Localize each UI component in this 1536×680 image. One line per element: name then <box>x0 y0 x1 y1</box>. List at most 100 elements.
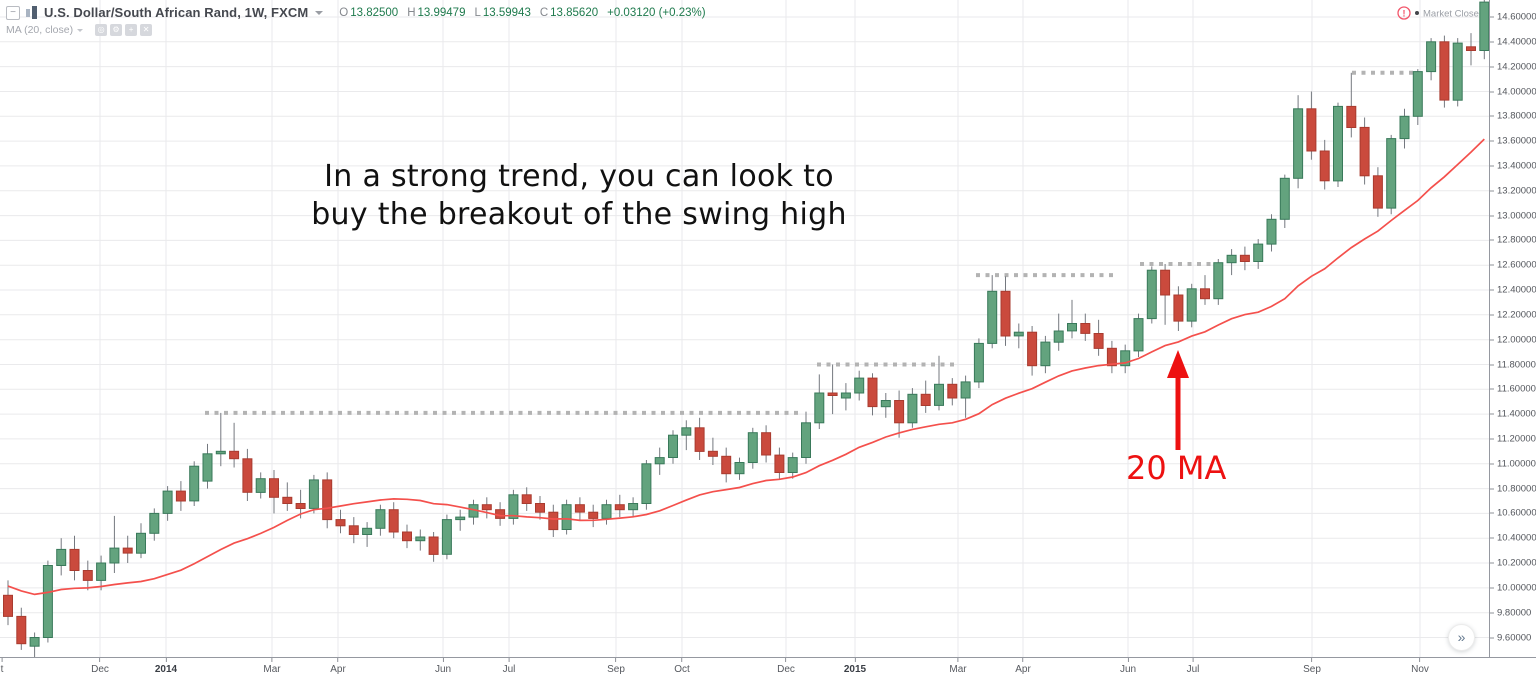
candlestick <box>428 536 439 555</box>
candlestick <box>229 450 240 460</box>
price-tick-label: 9.80000 <box>1490 607 1531 618</box>
candlestick <box>69 548 80 572</box>
price-tick-label: 12.80000 <box>1490 235 1536 246</box>
candlestick <box>149 512 160 534</box>
candlestick <box>934 383 944 406</box>
price-tick-label: 13.40000 <box>1490 160 1536 171</box>
candlestick <box>1239 254 1250 263</box>
candlestick <box>827 392 838 396</box>
candlestick <box>42 565 53 638</box>
time-tick-label: 2014 <box>155 658 177 675</box>
annotation-line1: In a strong trend, you can look to <box>324 159 834 194</box>
candlestick <box>255 478 266 493</box>
candlestick <box>707 450 718 457</box>
chevron-down-icon[interactable] <box>77 28 84 32</box>
candlestick <box>1173 294 1184 322</box>
visibility-icon[interactable]: ◎ <box>95 24 108 36</box>
text-annotation[interactable]: In a strong trend, you can look to buy t… <box>299 158 859 234</box>
candlestick <box>508 494 519 519</box>
candlestick <box>1306 108 1317 152</box>
price-tick-label: 11.80000 <box>1490 359 1536 370</box>
time-tick-label: Sep <box>1303 658 1321 675</box>
candlestick <box>535 503 545 513</box>
candlestick <box>654 457 665 465</box>
candlestick <box>1093 333 1104 349</box>
time-tick-label: t <box>1 658 3 675</box>
chevron-down-icon[interactable] <box>315 10 324 15</box>
settings-icon[interactable]: ⚙ <box>110 24 123 36</box>
remove-icon[interactable]: ✕ <box>140 24 153 36</box>
candlestick <box>269 478 279 498</box>
price-tick-label: 12.40000 <box>1490 285 1536 296</box>
candlestick <box>136 532 146 554</box>
candlestick <box>1053 330 1064 343</box>
candlestick <box>1160 269 1171 296</box>
candlestick <box>880 400 891 408</box>
candlestick <box>1399 115 1410 140</box>
scroll-to-realtime-button[interactable]: » <box>1448 624 1475 651</box>
time-tick-label: Mar <box>949 658 967 675</box>
candlestick <box>774 454 785 474</box>
candlestick <box>1186 288 1197 322</box>
price-chart-canvas[interactable]: ! Market Closed <box>0 0 1489 657</box>
candlestick <box>894 400 905 424</box>
time-tick-label: Nov <box>1411 658 1429 675</box>
candlestick <box>1000 290 1011 337</box>
candlestick <box>1346 105 1357 129</box>
annotation-line2: buy the breakout of the swing high <box>311 197 847 232</box>
candlestick <box>907 393 918 424</box>
candlestick <box>574 504 585 513</box>
ma-callout-label[interactable]: 20 MA <box>1126 449 1227 487</box>
time-tick-label: Apr <box>330 658 346 675</box>
change-value: +0.03120 (+0.23%) <box>607 6 706 19</box>
candlestick <box>308 479 319 509</box>
symbol-title[interactable]: U.S. Dollar/South African Rand, 1W, FXCM <box>44 5 309 20</box>
candlestick <box>920 393 931 406</box>
candlestick <box>973 342 984 383</box>
price-tick-label: 11.60000 <box>1490 384 1536 395</box>
candlestick <box>1386 138 1397 209</box>
time-axis[interactable]: t Dec 2014 Mar Apr Jun Jul Sep Oct Dec 2015 Mar Apr J… <box>0 657 1536 680</box>
high-label: H <box>407 6 416 19</box>
add-icon[interactable]: + <box>125 24 138 36</box>
arrow-annotation[interactable] <box>1167 350 1189 450</box>
candlestick <box>375 509 386 529</box>
candlestick <box>521 494 532 504</box>
candlestick <box>1146 269 1157 320</box>
collapse-legend-button[interactable]: − <box>6 5 20 20</box>
time-tick-label: Mar <box>263 658 281 675</box>
candlestick <box>614 504 625 511</box>
candlestick <box>1466 46 1476 51</box>
price-tick-label: 9.60000 <box>1490 632 1531 643</box>
market-status-badge: ! Market Closed <box>1397 6 1484 20</box>
price-tick-label: 14.60000 <box>1490 12 1536 23</box>
price-tick-label: 10.20000 <box>1490 558 1536 569</box>
candlestick <box>242 458 253 493</box>
candlestick <box>1040 341 1051 367</box>
candlestick <box>362 527 373 535</box>
swing-high-lines[interactable] <box>205 70 1414 415</box>
indicator-label[interactable]: MA (20, close) <box>6 24 74 36</box>
price-axis[interactable]: 14.60000 14.40000 14.20000 14.00000 13.80000… <box>1489 0 1536 657</box>
candlestick <box>947 383 958 399</box>
candlestick <box>548 511 559 531</box>
candlestick <box>175 490 186 502</box>
candlestick <box>588 511 599 519</box>
close-value: 13.85620 <box>550 6 599 19</box>
candlestick <box>628 503 639 511</box>
candlestick <box>82 570 93 581</box>
close-label: C <box>539 6 549 19</box>
candlestick <box>840 392 851 399</box>
open-value: 13.82500 <box>350 6 399 19</box>
candlestick <box>189 465 200 502</box>
candlestick <box>1372 175 1383 209</box>
svg-text:!: ! <box>1403 9 1406 19</box>
alert-icon[interactable] <box>1397 6 1411 20</box>
price-tick-label: 11.00000 <box>1490 458 1536 469</box>
candlestick <box>109 547 120 564</box>
candlestick <box>1080 323 1091 334</box>
price-tick-label: 10.60000 <box>1490 508 1536 519</box>
candlestick <box>747 432 758 464</box>
candlestick <box>1106 347 1117 367</box>
candlestick <box>122 547 133 554</box>
